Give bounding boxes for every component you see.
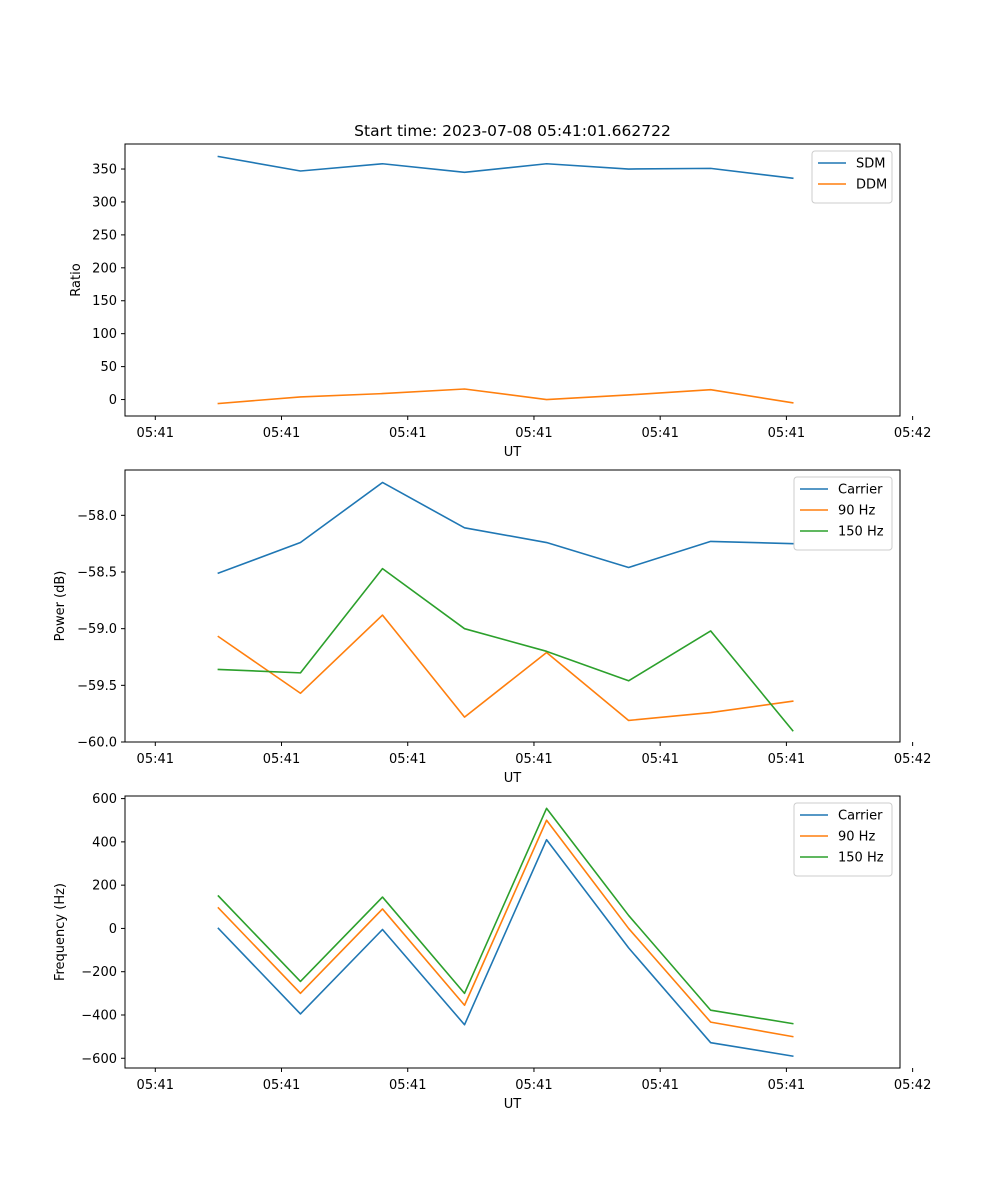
series-line-150-hz [217,807,794,1025]
y-tick-label: 300 [92,195,117,210]
y-tick-label: −59.5 [77,679,117,694]
series-line-sdm [217,155,794,180]
x-axis-label: UT [504,1097,522,1112]
y-tick-label: 100 [92,327,117,342]
series-line-carrier [217,838,794,1058]
plot-frame [124,795,901,1069]
legend: Carrier 90 Hz 150 Hz [793,476,893,551]
y-tick-label: 400 [92,835,117,850]
subplot-1: 05:41 05:41 05:41 05:41 05:41 05:41 05:42 0 50 10… [69,122,931,460]
y-tick-label: 350 [92,163,117,178]
legend-label: DDM [856,178,887,193]
x-tick-label: 05:42 [894,752,931,767]
subplots: 05:41 05:41 05:41 05:41 05:41 05:41 05:42 0 50 10… [53,122,931,1112]
y-tick-label: −600 [81,1052,117,1067]
legend: SDM DDM [811,150,893,204]
legend-box [811,150,893,204]
plot-frame [124,469,901,743]
x-tick-label: 05:41 [137,752,174,767]
y-axis-label: Power (dB) [53,571,68,642]
x-tick-label: 05:41 [389,1078,426,1093]
x-tick-label: 05:41 [641,426,678,441]
x-tick-label: 05:41 [641,1078,678,1093]
x-tick-label: 05:42 [894,1078,931,1093]
legend-label: Carrier [838,483,883,498]
y-tick-label: −60.0 [77,736,117,751]
y-axis-label: Ratio [69,263,84,296]
series-line-90-hz [217,614,794,722]
y-axis-label: Frequency (Hz) [53,883,68,981]
x-tick-label: 05:41 [768,752,805,767]
x-tick-label: 05:41 [515,1078,552,1093]
y-tick-label: −58.0 [77,509,117,524]
series-line-150-hz [217,567,794,732]
subplot-2: 05:41 05:41 05:41 05:41 05:41 05:41 05:42 −60.0… [53,469,931,786]
x-tick-label: 05:41 [768,1078,805,1093]
chart-title: Start time: 2023-07-08 05:41:01.662722 [354,122,671,140]
legend-label: 90 Hz [838,830,875,845]
y-tick-label: 250 [92,228,117,243]
legend-label: SDM [856,157,885,172]
y-tick-label: −200 [81,965,117,980]
legend-label: Carrier [838,809,883,824]
plot-frame [124,143,901,417]
y-tick-label: 0 [109,393,117,408]
subplot-3: 05:41 05:41 05:41 05:41 05:41 05:41 05:42 −600 −… [53,792,931,1112]
series-line-carrier [217,481,794,575]
x-tick-label: 05:41 [641,752,678,767]
legend-label: 150 Hz [838,525,884,540]
x-tick-label: 05:41 [137,426,174,441]
series-line-ddm [217,388,794,405]
y-tick-label: 0 [109,922,117,937]
y-tick-label: 200 [92,261,117,276]
x-axis-label: UT [504,445,522,460]
y-tick-label: −58.5 [77,566,117,581]
y-tick-label: −59.0 [77,622,117,637]
legend: Carrier 90 Hz 150 Hz [793,802,893,877]
x-tick-label: 05:41 [389,426,426,441]
x-tick-label: 05:41 [263,426,300,441]
legend-label: 90 Hz [838,504,875,519]
y-tick-label: −400 [81,1008,117,1023]
x-tick-label: 05:41 [389,752,426,767]
x-tick-label: 05:42 [894,426,931,441]
y-tick-label: 50 [100,360,117,375]
x-tick-label: 05:41 [263,1078,300,1093]
x-tick-label: 05:41 [515,752,552,767]
x-axis-label: UT [504,771,522,786]
x-tick-label: 05:41 [137,1078,174,1093]
x-tick-label: 05:41 [263,752,300,767]
legend-label: 150 Hz [838,851,884,866]
x-tick-label: 05:41 [515,426,552,441]
y-tick-label: 200 [92,879,117,894]
y-tick-label: 150 [92,294,117,309]
y-tick-label: 600 [92,792,117,807]
x-tick-label: 05:41 [768,426,805,441]
series-line-90-hz [217,819,794,1038]
